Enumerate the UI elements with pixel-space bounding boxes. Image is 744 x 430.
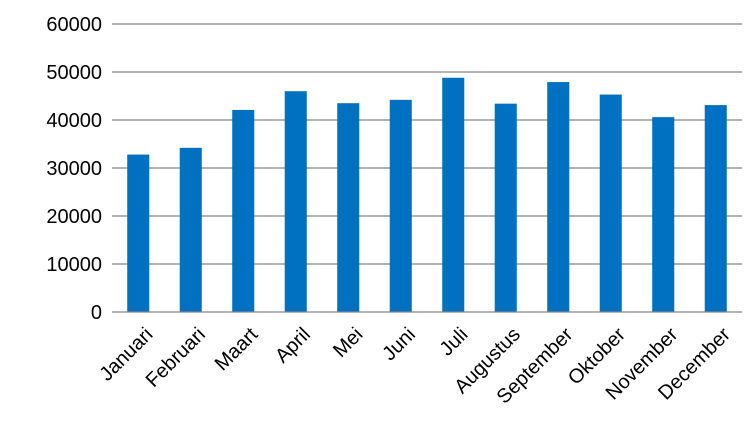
y-tick-label: 20000 bbox=[46, 206, 102, 228]
y-tick-label: 0 bbox=[91, 302, 102, 324]
bar-september bbox=[547, 82, 570, 312]
bar-december bbox=[704, 105, 727, 313]
bar-mei bbox=[337, 103, 360, 312]
x-category-label: April bbox=[271, 324, 315, 368]
bar-maart bbox=[232, 109, 255, 312]
y-tick-label: 50000 bbox=[46, 62, 102, 84]
y-tick-label: 60000 bbox=[46, 14, 102, 36]
x-category-label: Juli bbox=[436, 324, 473, 361]
gridlines bbox=[112, 23, 742, 265]
bar-januari bbox=[127, 154, 150, 312]
bar-juli bbox=[442, 77, 465, 312]
bar-april bbox=[284, 91, 307, 312]
bar-oktober bbox=[599, 94, 622, 312]
y-tick-label: 40000 bbox=[46, 110, 102, 132]
y-tick-label: 10000 bbox=[46, 254, 102, 276]
bar-februari bbox=[179, 147, 202, 312]
x-category-label: Mei bbox=[329, 324, 367, 362]
bar-augustus bbox=[494, 103, 517, 313]
y-tick-label: 30000 bbox=[46, 158, 102, 180]
x-category-label: Maart bbox=[211, 323, 263, 375]
x-category-label: Juni bbox=[378, 324, 420, 366]
bar-november bbox=[652, 117, 675, 313]
bars bbox=[127, 77, 727, 313]
y-axis-tick-labels: 0 10000 20000 30000 40000 50000 60000 bbox=[46, 14, 102, 324]
bar-juni bbox=[389, 99, 412, 312]
